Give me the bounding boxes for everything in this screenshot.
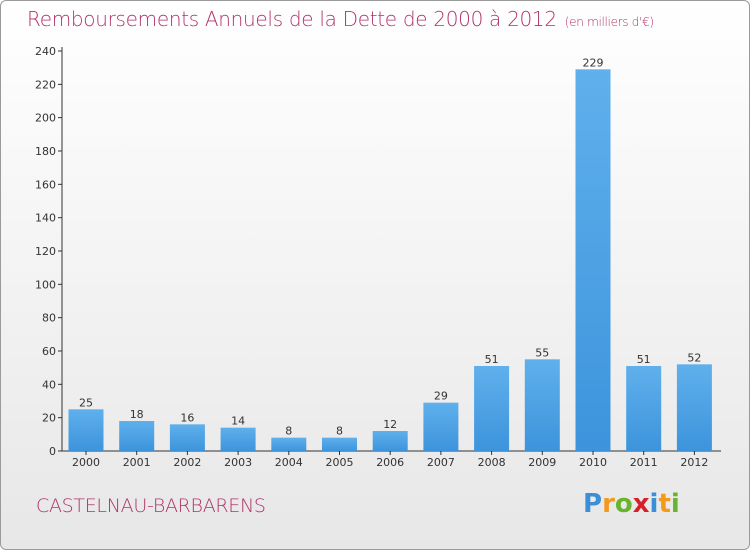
bar [271, 437, 307, 451]
logo-letter: P [583, 489, 603, 519]
y-tick-label: 40 [42, 378, 56, 391]
bar-value-label: 51 [637, 353, 651, 366]
bar-value-label: 25 [79, 396, 93, 409]
bar [322, 437, 357, 451]
x-tick-label: 2001 [123, 456, 151, 469]
x-tick-label: 2009 [528, 456, 556, 469]
chart-subtitle: (en milliers d'€) [564, 15, 654, 29]
y-tick-label: 140 [35, 212, 56, 225]
x-tick-label: 2005 [326, 456, 354, 469]
proxiti-logo: Proxiti [583, 489, 680, 519]
y-tick-label: 180 [35, 145, 56, 158]
bar [119, 421, 155, 451]
bar-value-label: 16 [180, 411, 194, 424]
y-tick-label: 120 [35, 245, 56, 258]
x-tick-label: 2007 [427, 456, 455, 469]
bar-value-label: 229 [583, 56, 604, 69]
bar [575, 69, 611, 451]
bar [524, 359, 560, 451]
bar [423, 402, 459, 451]
bar [676, 364, 712, 451]
bar-value-label: 18 [130, 408, 144, 421]
y-tick-label: 20 [42, 412, 56, 425]
logo-letter: r [602, 489, 615, 519]
x-tick-label: 2006 [376, 456, 404, 469]
bar [68, 409, 104, 451]
y-tick-label: 100 [35, 278, 56, 291]
chart-title: Remboursements Annuels de la Dette de 20… [27, 7, 654, 31]
x-tick-label: 2012 [680, 456, 708, 469]
x-tick-label: 2002 [173, 456, 201, 469]
x-tick-label: 2003 [224, 456, 252, 469]
chart-title-text: Remboursements Annuels de la Dette de 20… [27, 7, 557, 31]
bar-value-label: 12 [383, 418, 397, 431]
y-tick-label: 80 [42, 312, 56, 325]
bar [169, 424, 205, 451]
y-tick-label: 200 [35, 112, 56, 125]
y-tick-label: 0 [49, 445, 56, 458]
bar [372, 431, 408, 451]
x-tick-label: 2004 [275, 456, 303, 469]
bar-value-label: 14 [231, 415, 245, 428]
x-tick-label: 2000 [72, 456, 100, 469]
logo-letter: t [658, 489, 671, 519]
y-tick-label: 60 [42, 345, 56, 358]
x-tick-label: 2010 [579, 456, 607, 469]
x-tick-label: 2011 [630, 456, 658, 469]
bar-value-label: 8 [285, 425, 292, 438]
bar [474, 366, 510, 451]
bar [626, 366, 662, 451]
y-tick-label: 220 [35, 78, 56, 91]
bar [220, 427, 256, 451]
bar-value-label: 8 [336, 425, 343, 438]
bar-value-label: 55 [535, 346, 549, 359]
bar-value-label: 52 [687, 351, 701, 364]
bar-value-label: 29 [434, 390, 448, 403]
y-tick-label: 160 [35, 178, 56, 191]
logo-letter: i [670, 489, 680, 519]
bar-value-label: 51 [485, 353, 499, 366]
y-tick-label: 240 [35, 45, 56, 58]
logo-letter: i [649, 489, 659, 519]
logo-letter: o [614, 489, 633, 519]
logo-letter: x [632, 489, 650, 519]
commune-name: CASTELNAU-BARBARENS [36, 495, 266, 517]
x-tick-label: 2008 [478, 456, 506, 469]
